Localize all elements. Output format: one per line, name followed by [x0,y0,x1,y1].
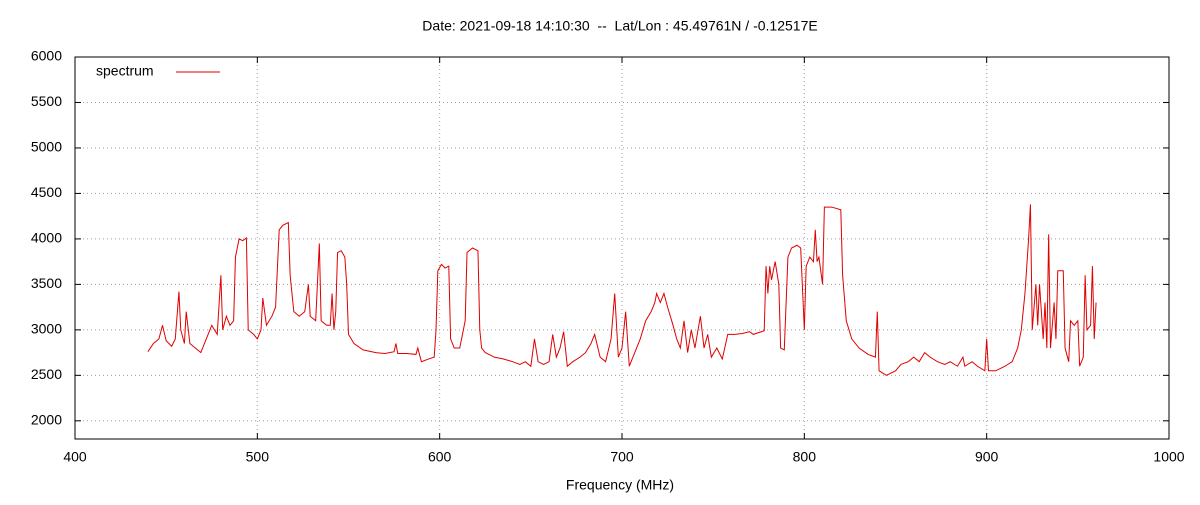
x-tick-label: 700 [610,449,634,465]
y-tick-label: 6000 [31,48,62,64]
y-tick-label: 2000 [31,412,62,428]
x-tick-label: 600 [428,449,452,465]
y-tick-label: 5500 [31,93,62,109]
spectrum-line [147,204,1097,376]
x-tick-label: 900 [975,449,999,465]
y-tick-label: 4500 [31,184,62,200]
y-tick-label: 3000 [31,321,62,337]
legend-label: spectrum [96,63,154,79]
y-tick-label: 5000 [31,139,62,155]
x-axis-label: Frequency (MHz) [566,477,674,493]
x-tick-label: 400 [63,449,87,465]
x-tick-label: 500 [246,449,270,465]
y-tick-label: 3500 [31,275,62,291]
x-tick-label: 800 [793,449,817,465]
y-tick-label: 2500 [31,366,62,382]
chart-title: Date: 2021-09-18 14:10:30 -- Lat/Lon : 4… [422,18,817,34]
x-tick-label: 1000 [1153,449,1184,465]
y-tick-label: 4000 [31,230,62,246]
plot-border [74,56,1170,440]
